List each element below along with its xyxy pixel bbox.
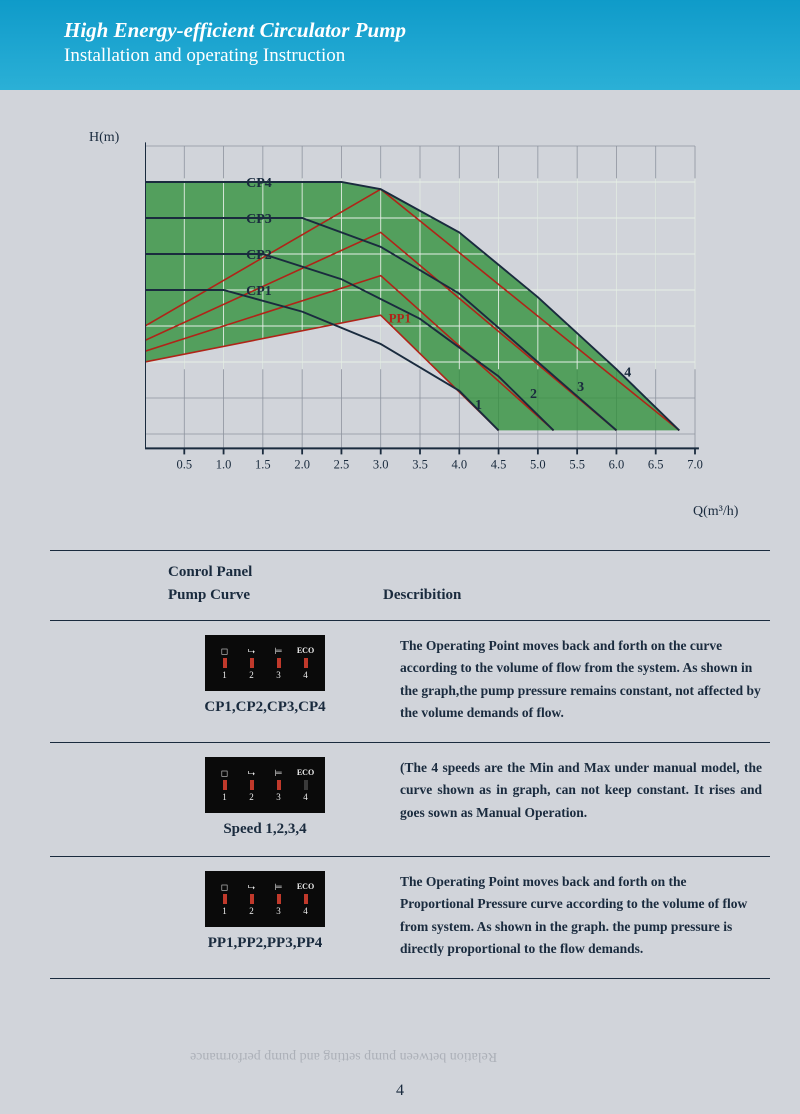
svg-text:1.0: 1.0 (216, 457, 232, 471)
panel-column: ◻1⮡2⊨3ECO4 Speed 1,2,3,4 (150, 757, 380, 838)
control-panel-icon: ◻1⮡2⊨3ECO4 (205, 871, 325, 927)
svg-text:4.0: 4.0 (451, 457, 467, 471)
header-band: High Energy-efficient Circulator Pump In… (0, 0, 800, 90)
mode-description: The Operating Point moves back and forth… (400, 871, 770, 960)
th-panel: Conrol Panel Pump Curve (168, 561, 383, 606)
svg-text:6.5: 6.5 (648, 457, 664, 471)
svg-text:6.0: 6.0 (609, 457, 625, 471)
plot-area: 1234567890.51.01.52.02.53.03.54.04.55.05… (145, 140, 705, 500)
mode-row: ◻1⮡2⊨3ECO4 PP1,PP2,PP3,PP4 The Operating P… (50, 857, 770, 978)
th-desc: Describition (383, 587, 461, 606)
x-axis-label: Q(m³/h) (693, 504, 783, 520)
bleedthrough-text: Relation between pump setting and pump p… (190, 1048, 497, 1064)
svg-text:5.5: 5.5 (569, 457, 585, 471)
chart-svg: 1234567890.51.01.52.02.53.03.54.04.55.05… (145, 140, 705, 500)
control-panel-icon: ◻1⮡2⊨3ECO4 (205, 635, 325, 691)
control-panel-icon: ◻1⮡2⊨3ECO4 (205, 757, 325, 813)
table-rule (50, 978, 770, 979)
table-header: Conrol Panel Pump Curve Describition (50, 551, 770, 620)
panel-column: ◻1⮡2⊨3ECO4 CP1,CP2,CP3,CP4 (150, 635, 380, 724)
y-axis-label: H(m) (89, 130, 119, 146)
pump-curve-chart: H(m) 1234567890.51.01.52.02.53.03.54.04.… (85, 130, 725, 530)
svg-text:2.5: 2.5 (334, 457, 350, 471)
svg-text:CP2: CP2 (246, 248, 272, 263)
panel-caption: CP1,CP2,CP3,CP4 (150, 699, 380, 716)
svg-text:CP4: CP4 (246, 176, 272, 191)
svg-text:7.0: 7.0 (687, 457, 703, 471)
svg-text:CP3: CP3 (246, 212, 272, 227)
mode-row: ◻1⮡2⊨3ECO4 CP1,CP2,CP3,CP4 The Operating P… (50, 621, 770, 742)
svg-text:3.0: 3.0 (373, 457, 389, 471)
svg-text:2.0: 2.0 (294, 457, 310, 471)
svg-text:3.5: 3.5 (412, 457, 428, 471)
doc-title: High Energy-efficient Circulator Pump (64, 18, 800, 43)
mode-row: ◻1⮡2⊨3ECO4 Speed 1,2,3,4 (The 4 speeds are… (50, 743, 770, 856)
page-body: H(m) 1234567890.51.01.52.02.53.03.54.04.… (0, 90, 800, 1114)
svg-text:4: 4 (624, 365, 631, 380)
panel-caption: PP1,PP2,PP3,PP4 (150, 935, 380, 952)
svg-text:CP1: CP1 (246, 284, 272, 299)
panel-column: ◻1⮡2⊨3ECO4 PP1,PP2,PP3,PP4 (150, 871, 380, 960)
svg-text:PP1: PP1 (389, 310, 411, 325)
modes-table: Conrol Panel Pump Curve Describition ◻1⮡… (50, 550, 770, 979)
svg-text:3: 3 (577, 380, 584, 395)
svg-text:5.0: 5.0 (530, 457, 546, 471)
svg-text:4.5: 4.5 (491, 457, 507, 471)
svg-text:2: 2 (530, 387, 537, 402)
mode-description: (The 4 speeds are the Min and Max under … (400, 757, 770, 838)
panel-caption: Speed 1,2,3,4 (150, 821, 380, 838)
mode-description: The Operating Point moves back and forth… (400, 635, 770, 724)
svg-text:0.5: 0.5 (176, 457, 192, 471)
svg-text:1: 1 (475, 398, 482, 413)
page-number: 4 (0, 1082, 800, 1100)
svg-text:1.5: 1.5 (255, 457, 271, 471)
doc-subtitle: Installation and operating Instruction (64, 45, 800, 67)
